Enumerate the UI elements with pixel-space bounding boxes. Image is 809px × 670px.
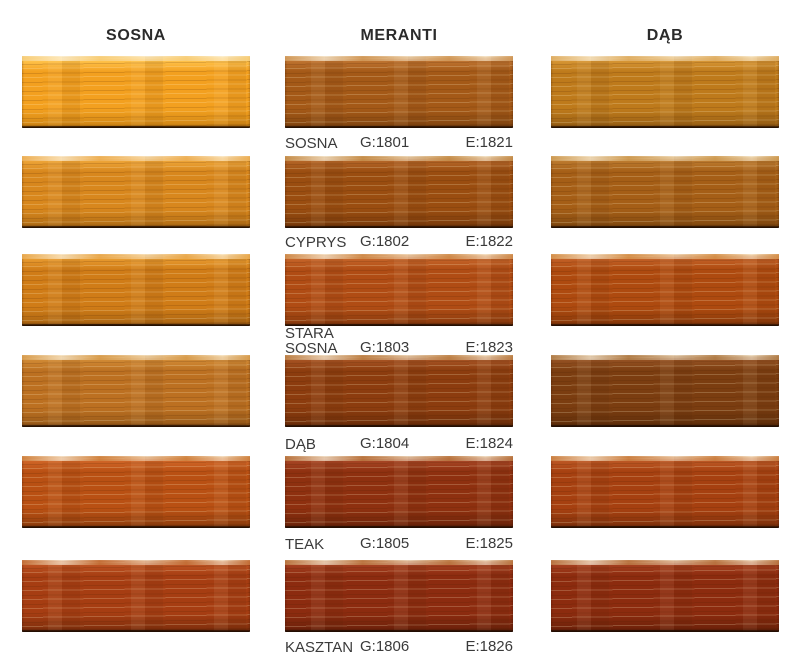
label-row-sosna: SOSNA G:1801 E:1821 — [285, 134, 513, 152]
g-code: G:1805 — [360, 535, 410, 552]
g-code: G:1801 — [360, 134, 410, 151]
e-code: E:1826 — [465, 638, 513, 655]
swatch-meranti-cyprys — [285, 156, 513, 228]
g-code: G:1803 — [360, 339, 410, 356]
label-row-teak: TEAK G:1805 E:1825 — [285, 535, 513, 553]
swatch-dab-5 — [551, 456, 779, 528]
shade-name: DĄB — [285, 436, 316, 453]
swatch-meranti-dab — [285, 355, 513, 427]
swatch-sosna-2 — [22, 156, 250, 228]
shade-name: CYPRYS — [285, 234, 347, 251]
swatch-dab-1 — [551, 56, 779, 128]
column-header-dab: DĄB — [646, 27, 684, 44]
e-code: E:1825 — [465, 535, 513, 552]
column-header-meranti: MERANTI — [360, 27, 438, 44]
shade-name: KASZTAN — [285, 639, 354, 656]
swatch-dab-2 — [551, 156, 779, 228]
swatch-sosna-3 — [22, 254, 250, 326]
g-code: G:1802 — [360, 233, 410, 250]
e-code: E:1823 — [465, 339, 513, 356]
label-row-dab: DĄB G:1804 E:1824 — [285, 435, 513, 453]
swatch-dab-4 — [551, 355, 779, 427]
g-code: G:1804 — [360, 435, 410, 452]
swatch-sosna-6 — [22, 560, 250, 632]
swatch-meranti-sosna — [285, 56, 513, 128]
swatch-dab-6 — [551, 560, 779, 632]
label-row-kasztan: KASZTAN G:1806 E:1826 — [285, 638, 513, 656]
e-code: E:1821 — [465, 134, 513, 151]
e-code: E:1822 — [465, 233, 513, 250]
shade-name: STARA SOSNA — [285, 325, 338, 357]
swatch-meranti-teak — [285, 456, 513, 528]
shade-name: TEAK — [285, 536, 325, 553]
label-row-cyprys: CYPRYS G:1802 E:1822 — [285, 233, 513, 251]
swatch-meranti-stara-sosna — [285, 254, 513, 326]
label-row-stara-sosna: STARA SOSNA G:1803 E:1823 — [285, 326, 513, 356]
swatch-dab-3 — [551, 254, 779, 326]
swatch-sosna-5 — [22, 456, 250, 528]
column-header-sosna: SOSNA — [106, 27, 166, 44]
shade-name: SOSNA — [285, 135, 338, 152]
swatch-meranti-kasztan — [285, 560, 513, 632]
e-code: E:1824 — [465, 435, 513, 452]
swatch-sosna-1 — [22, 56, 250, 128]
swatch-sosna-4 — [22, 355, 250, 427]
g-code: G:1806 — [360, 638, 410, 655]
